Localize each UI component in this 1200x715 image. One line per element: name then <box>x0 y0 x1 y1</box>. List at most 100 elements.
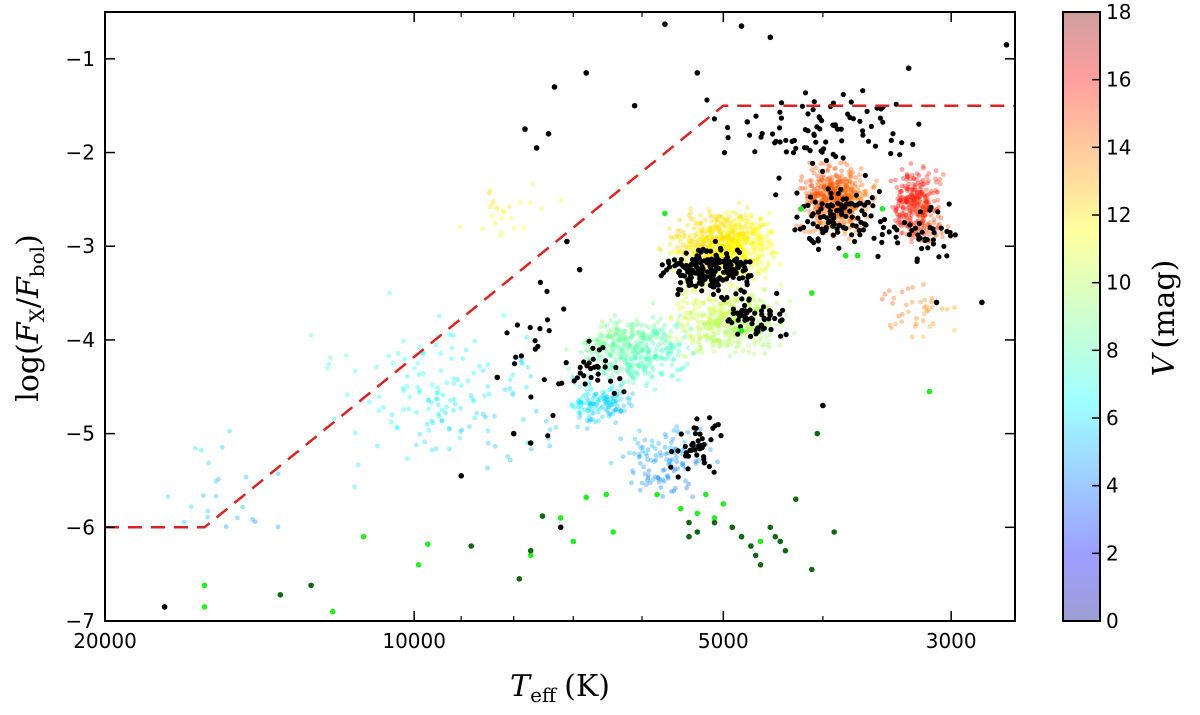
data-point-colored <box>681 328 687 333</box>
data-point-colored <box>743 212 749 218</box>
data-point-colored <box>721 315 727 320</box>
data-point-colored <box>765 259 771 265</box>
data-point-colored <box>821 184 827 190</box>
data-point-colored <box>681 234 687 240</box>
data-point-colored <box>726 246 732 252</box>
data-point-colored <box>737 243 742 249</box>
data-point-colored <box>604 348 609 353</box>
data-point-colored <box>602 324 608 330</box>
colorbar-title: V(mag) <box>1147 260 1182 377</box>
data-point-colored <box>607 387 612 393</box>
data-point-black <box>931 230 937 236</box>
data-point-colored <box>921 205 926 210</box>
data-point-colored <box>485 440 491 446</box>
data-point-black <box>838 186 844 192</box>
data-point-colored <box>851 206 857 212</box>
data-point-colored <box>660 494 666 499</box>
data-point-colored <box>402 356 407 362</box>
data-point-colored <box>646 325 652 331</box>
y-tick-label: −5 <box>66 422 95 446</box>
data-point-black <box>752 310 758 316</box>
data-point-colored <box>726 333 731 339</box>
data-point-colored <box>485 465 490 471</box>
data-point-colored <box>832 166 837 172</box>
data-point-colored <box>639 348 644 353</box>
data-point-colored <box>486 391 492 397</box>
data-point-colored <box>862 192 868 198</box>
data-point-colored <box>928 189 934 194</box>
data-point-colored <box>921 165 926 171</box>
data-point-black <box>897 152 903 158</box>
data-point-colored <box>734 297 740 303</box>
data-point-colored <box>630 391 636 397</box>
data-point-colored <box>758 241 763 247</box>
data-point-colored <box>683 315 688 321</box>
data-point-colored <box>903 196 908 202</box>
data-point-colored <box>625 379 631 384</box>
data-point-colored <box>746 292 751 298</box>
data-point-black <box>839 206 845 212</box>
data-point-black <box>917 209 923 215</box>
data-point-colored <box>530 181 536 187</box>
data-point-colored <box>730 295 736 301</box>
data-point-black <box>704 97 710 103</box>
data-point-colored <box>833 195 839 201</box>
data-point-colored <box>676 348 681 354</box>
data-point-colored <box>839 173 844 179</box>
data-point-colored <box>588 402 593 408</box>
data-point-colored <box>663 333 669 339</box>
data-point-colored <box>735 232 741 238</box>
data-point-black <box>721 150 728 156</box>
data-point-colored <box>518 359 524 365</box>
data-point-colored <box>899 183 905 189</box>
data-point-colored <box>717 237 723 243</box>
data-point-colored <box>902 183 908 189</box>
data-point-colored <box>702 321 707 327</box>
data-point-colored <box>630 331 635 337</box>
data-point-black <box>680 263 686 270</box>
data-point-colored <box>575 404 581 410</box>
data-point-colored <box>626 370 631 375</box>
data-point-colored <box>897 222 903 228</box>
data-point-colored <box>580 394 586 399</box>
data-point-colored <box>659 349 664 354</box>
data-point-colored <box>710 298 716 304</box>
data-point-colored <box>722 329 728 334</box>
data-point-colored <box>717 227 723 232</box>
data-point-colored <box>744 221 749 227</box>
data-point-colored <box>690 251 696 257</box>
data-point-colored <box>709 327 714 333</box>
data-point-colored <box>921 305 927 310</box>
data-point-colored <box>741 248 747 254</box>
data-point-black <box>532 338 538 344</box>
data-point-colored <box>604 394 610 400</box>
data-point-colored <box>605 334 611 339</box>
data-point-black <box>494 374 501 381</box>
data-point-black <box>546 328 552 334</box>
data-point-colored <box>443 410 448 416</box>
data-point-colored <box>918 184 924 190</box>
data-point-colored <box>401 338 406 344</box>
data-point-bright-green <box>603 491 610 498</box>
data-point-colored <box>778 282 784 288</box>
data-point-colored <box>709 229 714 235</box>
data-point-black <box>675 448 681 454</box>
data-point-colored <box>636 328 642 334</box>
data-point-colored <box>709 338 715 344</box>
data-point-bright-green <box>425 541 431 547</box>
data-point-colored <box>227 428 232 434</box>
data-point-colored <box>587 401 593 406</box>
data-point-colored <box>635 330 641 336</box>
data-point-colored <box>915 213 921 219</box>
data-point-bright-green <box>798 206 804 212</box>
data-point-colored <box>724 226 730 232</box>
data-point-colored <box>914 190 920 196</box>
data-point-colored <box>181 519 187 525</box>
data-point-colored <box>738 243 743 249</box>
data-point-bright-green <box>201 604 208 610</box>
data-point-black <box>849 214 855 220</box>
data-point-black <box>773 138 779 144</box>
data-point-colored <box>799 174 805 179</box>
data-point-black <box>888 150 894 157</box>
data-point-colored <box>683 295 689 300</box>
